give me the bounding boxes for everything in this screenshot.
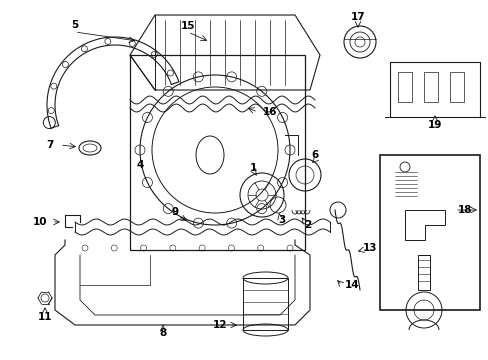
Text: 8: 8 bbox=[159, 328, 166, 338]
Text: 11: 11 bbox=[38, 312, 52, 322]
Bar bbox=[423, 72, 437, 102]
Text: 14: 14 bbox=[344, 280, 359, 290]
Text: 12: 12 bbox=[212, 320, 227, 330]
Bar bbox=[417, 255, 429, 290]
Bar bbox=[397, 72, 411, 102]
Text: 2: 2 bbox=[304, 220, 311, 230]
Text: 9: 9 bbox=[171, 207, 178, 217]
Text: 1: 1 bbox=[249, 163, 256, 173]
Bar bbox=[130, 55, 305, 250]
Text: 6: 6 bbox=[311, 150, 318, 160]
Bar bbox=[389, 62, 479, 117]
Text: 10: 10 bbox=[33, 217, 47, 227]
Text: 7: 7 bbox=[46, 140, 54, 150]
Text: 19: 19 bbox=[427, 120, 441, 130]
Text: 16: 16 bbox=[262, 107, 277, 117]
Bar bbox=[379, 155, 479, 310]
Text: 4: 4 bbox=[136, 160, 143, 170]
Text: 13: 13 bbox=[362, 243, 376, 253]
Bar bbox=[243, 278, 287, 330]
Text: 3: 3 bbox=[278, 215, 285, 225]
Bar bbox=[449, 72, 463, 102]
Text: 5: 5 bbox=[71, 20, 79, 30]
Text: 17: 17 bbox=[350, 12, 365, 22]
Text: 15: 15 bbox=[181, 21, 195, 31]
Text: 18: 18 bbox=[457, 205, 471, 215]
